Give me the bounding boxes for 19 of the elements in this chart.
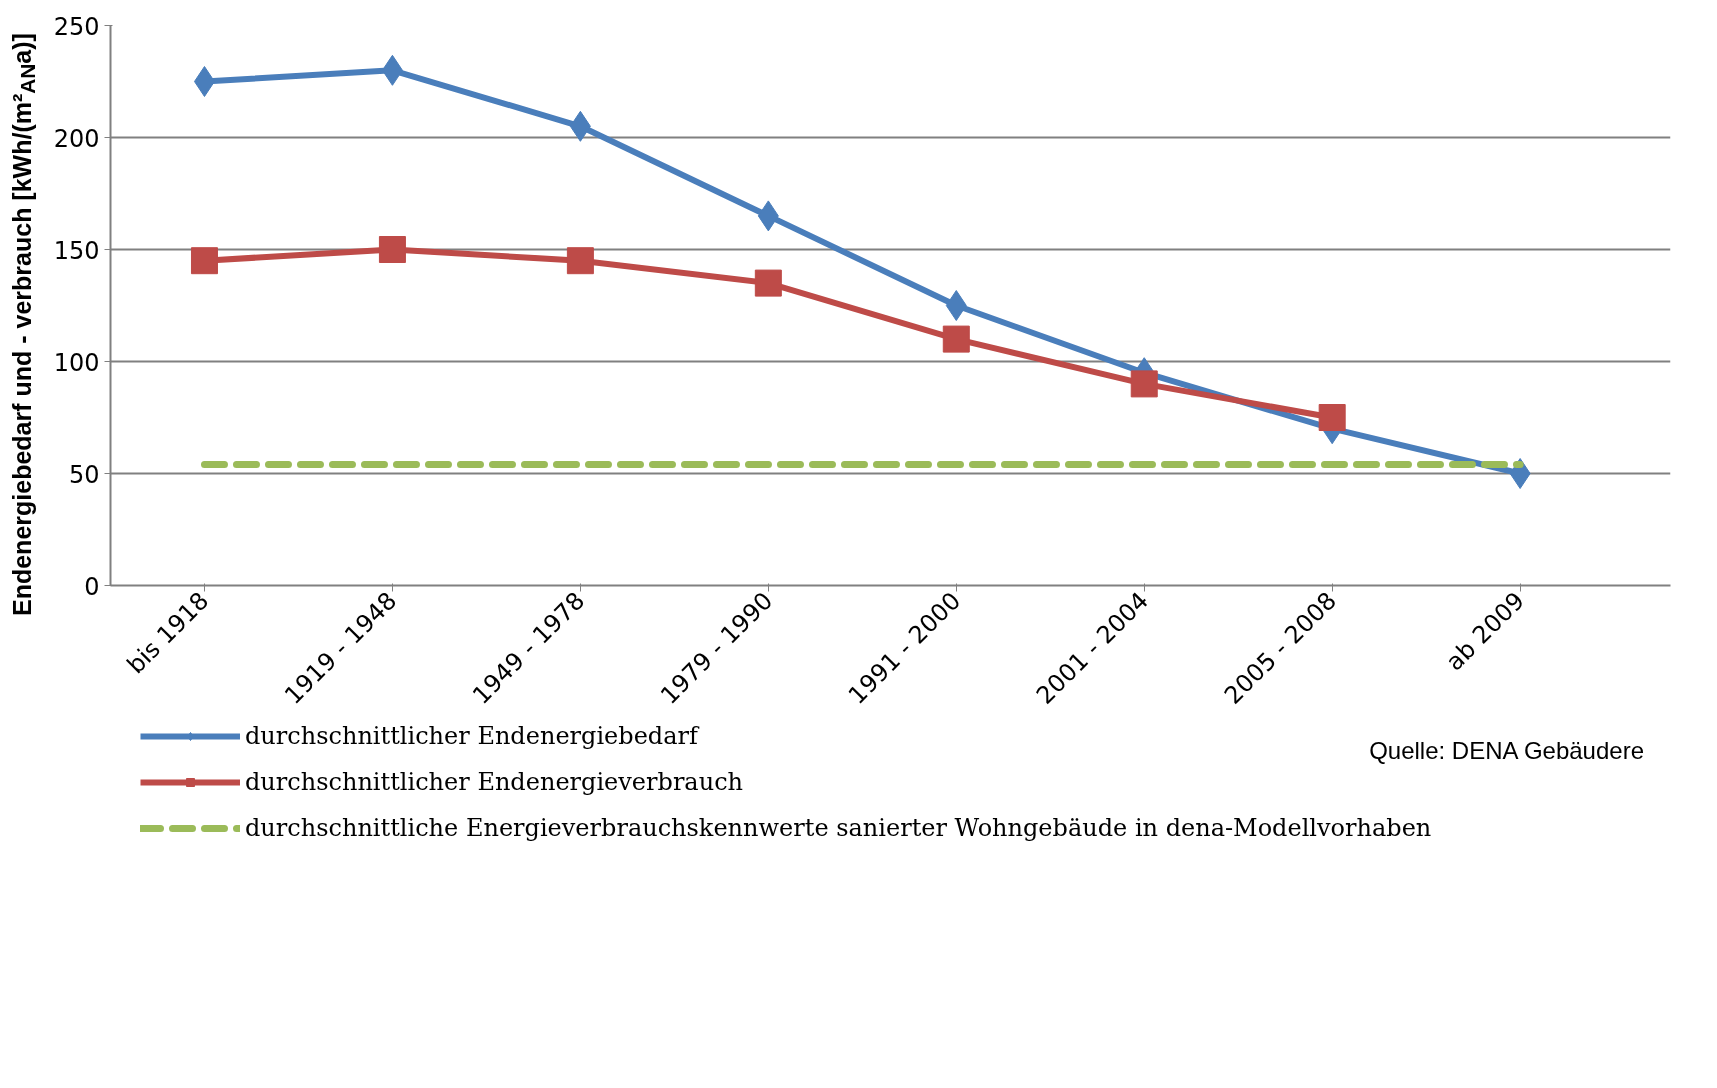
point bbox=[945, 290, 967, 321]
y-tick-label: 0 bbox=[84, 572, 100, 601]
y-tick-label: 100 bbox=[53, 348, 100, 377]
point bbox=[1318, 404, 1346, 431]
point bbox=[190, 247, 218, 275]
point bbox=[942, 325, 970, 353]
legend-label: durchschnittliche Energieverbrauchskennwerte sanierter Wohngebäude in dena-Modellvorhaben bbox=[245, 814, 1432, 842]
point bbox=[1130, 370, 1158, 398]
point bbox=[193, 66, 215, 97]
y-tick-label: 150 bbox=[53, 236, 100, 265]
source-note: Quelle: DENA Gebäudere bbox=[1369, 737, 1644, 765]
point bbox=[378, 236, 406, 263]
legend-label: durchschnittlicher Endenergiebedarf bbox=[245, 722, 698, 750]
y-tick-label: 250 bbox=[53, 12, 100, 41]
point bbox=[566, 247, 594, 275]
legend-label: durchschnittlicher Endenergieverbrauch bbox=[245, 768, 744, 796]
y-tick-label: 200 bbox=[53, 124, 100, 153]
point bbox=[754, 269, 782, 297]
y-tick-label: 50 bbox=[68, 460, 100, 489]
